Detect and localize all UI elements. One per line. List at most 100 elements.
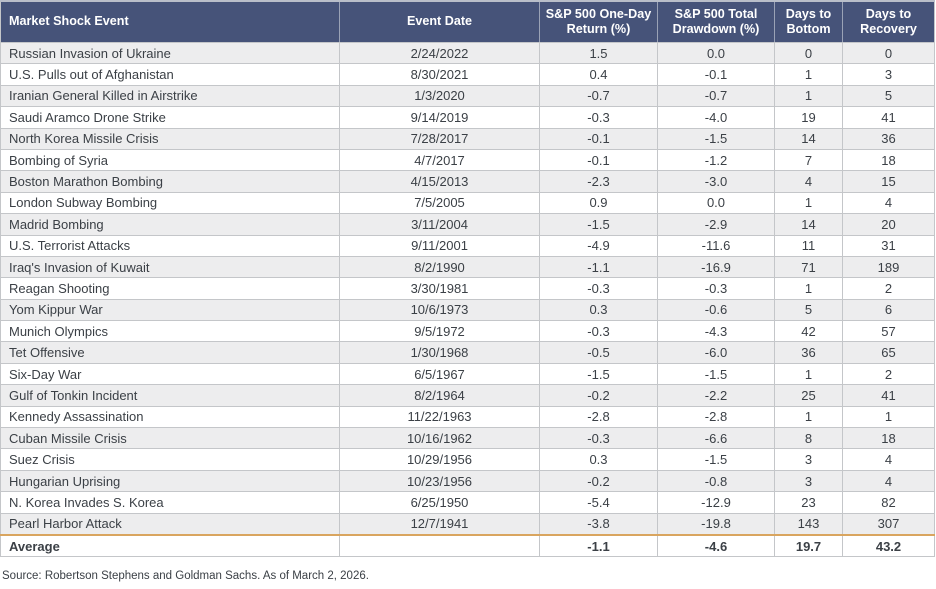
event-cell: Boston Marathon Bombing [0,170,340,193]
date-cell: 12/7/1941 [339,512,540,536]
date-cell: 3/11/2004 [339,213,540,236]
days-to-recovery-cell: 2 [842,277,935,300]
days-to-bottom-cell: 1 [774,405,843,429]
event-cell: Iranian General Killed in Airstrike [0,84,340,108]
days-to-recovery-cell: 1 [842,405,935,429]
event-cell: Madrid Bombing [0,213,340,236]
drawdown-cell: -19.8 [657,512,775,536]
one-day-return-cell: -4.9 [539,234,658,257]
one-day-return-cell: -0.3 [539,320,658,343]
table-row: Saudi Aramco Drone Strike 9/14/2019 -0.3 -4… [0,106,935,129]
table-row: Kennedy Assassination 11/22/1963 -2.8 -2.8 1… [0,405,935,429]
average-date-cell [339,533,540,558]
date-cell: 10/6/1973 [339,298,540,322]
table-row: N. Korea Invades S. Korea 6/25/1950 -5.4 -1… [0,491,935,514]
date-cell: 10/16/1962 [339,427,540,450]
event-cell: Suez Crisis [0,448,340,471]
table-row: U.S. Terrorist Attacks 9/11/2001 -4.9 -11.6… [0,234,935,257]
drawdown-cell: -2.9 [657,213,775,236]
date-cell: 6/5/1967 [339,362,540,386]
column-header-days-to-bottom: Days to Bottom [774,0,843,43]
table-row: Boston Marathon Bombing 4/15/2013 -2.3 -3.0… [0,170,935,193]
one-day-return-cell: 0.3 [539,298,658,322]
one-day-return-cell: -2.3 [539,170,658,193]
drawdown-cell: -0.1 [657,63,775,86]
table-row: Six-Day War 6/5/1967 -1.5 -1.5 1 2 [0,362,935,386]
table-row: Reagan Shooting 3/30/1981 -0.3 -0.3 1 2 [0,277,935,300]
column-header-event-date: Event Date [339,0,540,43]
days-to-bottom-cell: 14 [774,127,843,150]
date-cell: 10/29/1956 [339,448,540,471]
drawdown-cell: -6.6 [657,427,775,450]
days-to-recovery-cell: 82 [842,491,935,514]
days-to-bottom-cell: 1 [774,191,843,215]
event-cell: Bombing of Syria [0,148,340,172]
date-cell: 9/14/2019 [339,106,540,129]
one-day-return-cell: -5.4 [539,491,658,514]
days-to-bottom-cell: 23 [774,491,843,514]
event-cell: Reagan Shooting [0,277,340,300]
one-day-return-cell: -0.2 [539,384,658,407]
drawdown-cell: -1.2 [657,148,775,172]
drawdown-cell: 0.0 [657,41,775,65]
days-to-recovery-cell: 65 [842,341,935,364]
table-row: Cuban Missile Crisis 10/16/1962 -0.3 -6.6 8 1… [0,427,935,450]
drawdown-cell: 0.0 [657,191,775,215]
days-to-bottom-cell: 4 [774,170,843,193]
event-cell: Yom Kippur War [0,298,340,322]
table-body: Russian Invasion of Ukraine 2/24/2022 1.5 0… [0,41,935,536]
days-to-recovery-cell: 6 [842,298,935,322]
days-to-bottom-cell: 1 [774,277,843,300]
one-day-return-cell: -0.7 [539,84,658,108]
one-day-return-cell: -2.8 [539,405,658,429]
days-to-recovery-cell: 57 [842,320,935,343]
one-day-return-cell: -0.5 [539,341,658,364]
average-days-to-bottom-cell: 19.7 [774,533,843,558]
days-to-recovery-cell: 5 [842,84,935,108]
days-to-recovery-cell: 4 [842,448,935,471]
days-to-bottom-cell: 5 [774,298,843,322]
column-header-one-day-return: S&P 500 One-Day Return (%) [539,0,658,43]
date-cell: 8/30/2021 [339,63,540,86]
event-cell: North Korea Missile Crisis [0,127,340,150]
drawdown-cell: -12.9 [657,491,775,514]
event-cell: Hungarian Uprising [0,469,340,493]
table-row: London Subway Bombing 7/5/2005 0.9 0.0 1 4 [0,191,935,215]
average-days-to-recovery-cell: 43.2 [842,533,935,558]
days-to-recovery-cell: 18 [842,148,935,172]
days-to-bottom-cell: 7 [774,148,843,172]
date-cell: 7/5/2005 [339,191,540,215]
one-day-return-cell: 1.5 [539,41,658,65]
source-note: Source: Robertson Stephens and Goldman S… [2,570,369,583]
average-row: Average -1.1 -4.6 19.7 43.2 [0,533,935,558]
days-to-bottom-cell: 1 [774,84,843,108]
date-cell: 11/22/1963 [339,405,540,429]
drawdown-cell: -6.0 [657,341,775,364]
one-day-return-cell: -1.5 [539,362,658,386]
date-cell: 4/7/2017 [339,148,540,172]
drawdown-cell: -4.0 [657,106,775,129]
days-to-recovery-cell: 15 [842,170,935,193]
average-one-day-return-cell: -1.1 [539,533,658,558]
one-day-return-cell: -0.1 [539,127,658,150]
one-day-return-cell: -0.3 [539,427,658,450]
one-day-return-cell: -0.2 [539,469,658,493]
market-shock-events-table: Market Shock Event Event Date S&P 500 On… [0,0,935,558]
event-cell: Tet Offensive [0,341,340,364]
event-cell: Cuban Missile Crisis [0,427,340,450]
event-cell: U.S. Terrorist Attacks [0,234,340,257]
drawdown-cell: -16.9 [657,255,775,279]
days-to-bottom-cell: 143 [774,512,843,536]
days-to-recovery-cell: 3 [842,63,935,86]
table-row: Gulf of Tonkin Incident 8/2/1964 -0.2 -2.2 2… [0,384,935,407]
days-to-bottom-cell: 3 [774,469,843,493]
table-footer: Average -1.1 -4.6 19.7 43.2 [0,533,935,558]
date-cell: 3/30/1981 [339,277,540,300]
table-row: Russian Invasion of Ukraine 2/24/2022 1.5 0… [0,41,935,65]
table-row: Hungarian Uprising 10/23/1956 -0.2 -0.8 3 4 [0,469,935,493]
days-to-bottom-cell: 14 [774,213,843,236]
one-day-return-cell: -1.5 [539,213,658,236]
days-to-bottom-cell: 71 [774,255,843,279]
date-cell: 8/2/1990 [339,255,540,279]
